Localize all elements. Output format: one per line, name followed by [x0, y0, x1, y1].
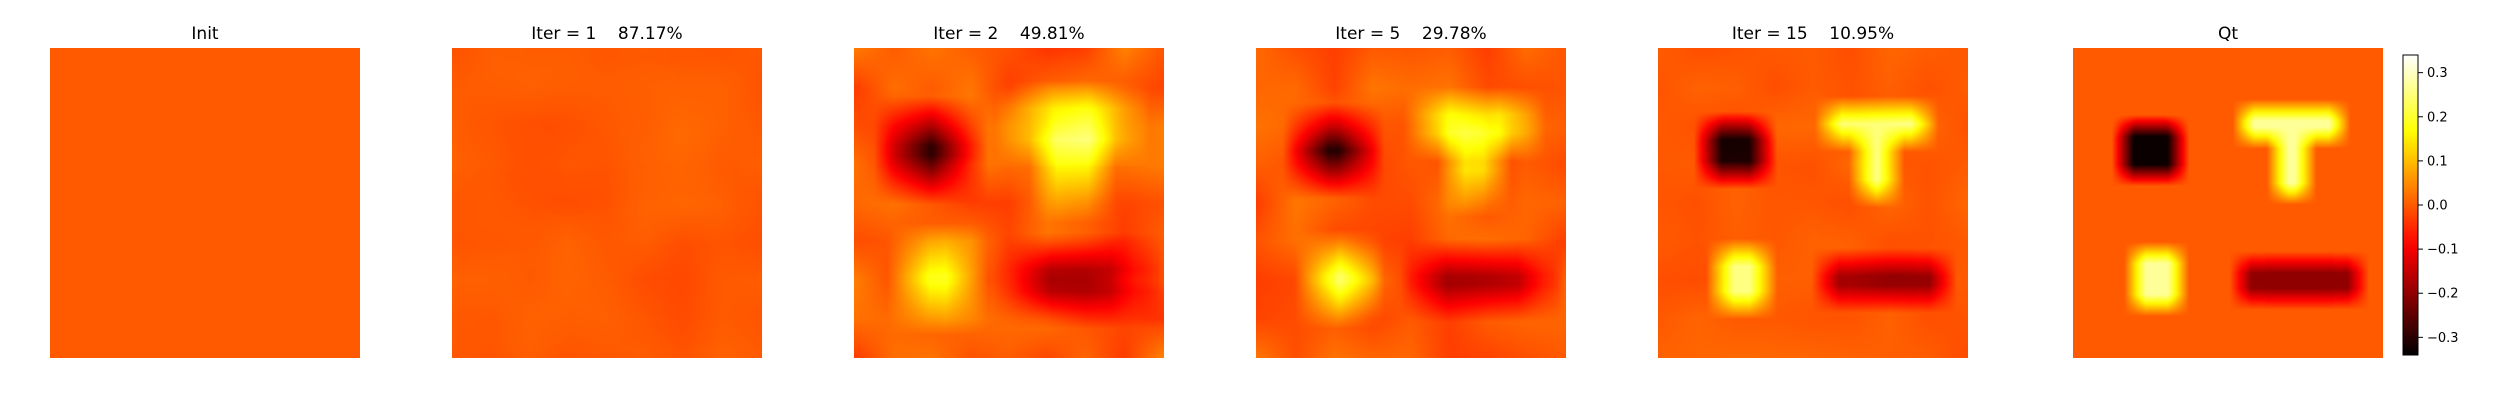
heatmap-image-3	[854, 48, 1164, 358]
panel-title-5: Iter = 15 10.95%	[1732, 24, 1894, 44]
colorbar-tick-label: 0.1	[2427, 154, 2448, 169]
colorbar-tick-label: −0.1	[2427, 243, 2459, 258]
heatmap-image-5	[1658, 48, 1968, 358]
colorbar-tick-label: −0.3	[2427, 331, 2459, 346]
colorbar-tick-label: 0.2	[2427, 110, 2448, 125]
panel-title-3: Iter = 2 49.81%	[933, 24, 1084, 44]
heatmap-image-2	[452, 48, 762, 358]
heatmap-image-4	[1256, 48, 1566, 358]
panel-title-1: Init	[191, 24, 219, 44]
heatmap-panel-4: Iter = 5 29.78%	[1256, 24, 1566, 358]
heatmap-image-1	[50, 48, 360, 358]
colorbar-tick-label: 0.0	[2427, 199, 2448, 214]
colorbar: 0.3 0.2 0.1 0.0 −0.1 −0.2 −0.3	[2402, 54, 2459, 356]
colorbar-tick-label: 0.3	[2427, 66, 2448, 81]
panel-title-2: Iter = 1 87.17%	[531, 24, 682, 44]
colorbar-gradient	[2403, 55, 2418, 355]
heatmap-panel-6: Qt	[2073, 24, 2383, 358]
heatmap-panel-2: Iter = 1 87.17%	[452, 24, 762, 358]
panel-title-6: Qt	[2218, 24, 2238, 44]
heatmap-panel-3: Iter = 2 49.81%	[854, 24, 1164, 358]
panel-title-4: Iter = 5 29.78%	[1335, 24, 1486, 44]
heatmap-panel-5: Iter = 15 10.95%	[1658, 24, 1968, 358]
heatmap-panel-1: Init	[50, 24, 360, 358]
colorbar-tick-label: −0.2	[2427, 287, 2459, 302]
heatmap-panels: Init Iter = 1 87.17% Iter = 2 49.81% Iter =…	[50, 24, 2383, 358]
heatmap-image-6	[2073, 48, 2383, 358]
